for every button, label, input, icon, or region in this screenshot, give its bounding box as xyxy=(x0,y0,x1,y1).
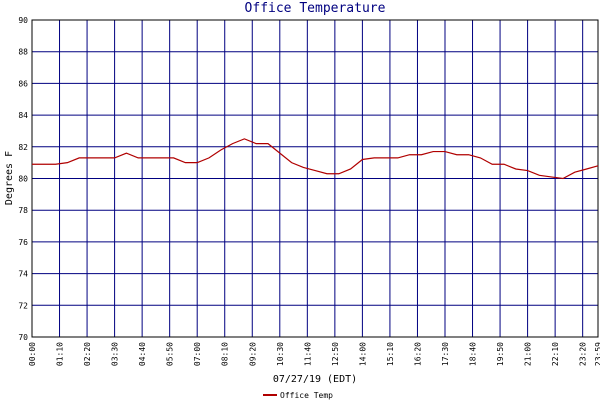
y-axis-label: Degrees F xyxy=(4,151,15,205)
y-tick-label: 84 xyxy=(18,111,28,120)
y-tick-label: 86 xyxy=(18,79,28,88)
x-tick-label: 00:00 xyxy=(28,342,37,366)
x-tick-label: 21:00 xyxy=(524,342,533,366)
chart-title: Office Temperature xyxy=(245,1,386,16)
y-tick-label: 78 xyxy=(18,206,28,215)
x-tick-label: 04:40 xyxy=(138,342,147,366)
x-tick-label: 05:50 xyxy=(166,342,175,366)
y-tick-label: 82 xyxy=(18,143,28,152)
y-tick-label: 88 xyxy=(18,48,28,57)
x-tick-label: 02:20 xyxy=(83,342,92,366)
data-line xyxy=(32,138,599,180)
x-tick-label: 08:10 xyxy=(221,342,230,366)
x-tick-label: 03:30 xyxy=(111,342,120,366)
x-tick-label: 07:00 xyxy=(193,342,202,366)
x-tick-label: 19:50 xyxy=(496,342,505,366)
x-tick-label: 23:59 xyxy=(594,342,600,366)
x-tick-label: 23:20 xyxy=(579,342,588,366)
y-tick-label: 74 xyxy=(18,270,28,279)
x-tick-label: 09:20 xyxy=(248,342,257,366)
x-tick-label: 15:10 xyxy=(386,342,395,366)
x-tick-label: 12:50 xyxy=(331,342,340,366)
y-tick-label: 72 xyxy=(18,301,28,310)
y-tick-label: 76 xyxy=(18,238,28,247)
y-tick-label: 90 xyxy=(18,16,28,25)
x-tick-label: 17:30 xyxy=(441,342,450,366)
x-tick-label: 16:20 xyxy=(413,342,422,366)
y-tick-label: 80 xyxy=(18,175,28,184)
x-tick-label: 11:40 xyxy=(303,342,312,366)
y-tick-label: 70 xyxy=(18,333,28,342)
x-tick-label: 18:40 xyxy=(469,342,478,366)
x-axis-label: 07/27/19 (EDT) xyxy=(273,374,357,385)
x-tick-label: 14:00 xyxy=(358,342,367,366)
plot-border xyxy=(31,19,599,338)
x-tick-label: 01:10 xyxy=(56,342,65,366)
x-tick-label: 22:10 xyxy=(551,342,560,366)
x-tick-label: 10:30 xyxy=(276,342,285,366)
legend-label: Office Temp xyxy=(280,391,333,400)
